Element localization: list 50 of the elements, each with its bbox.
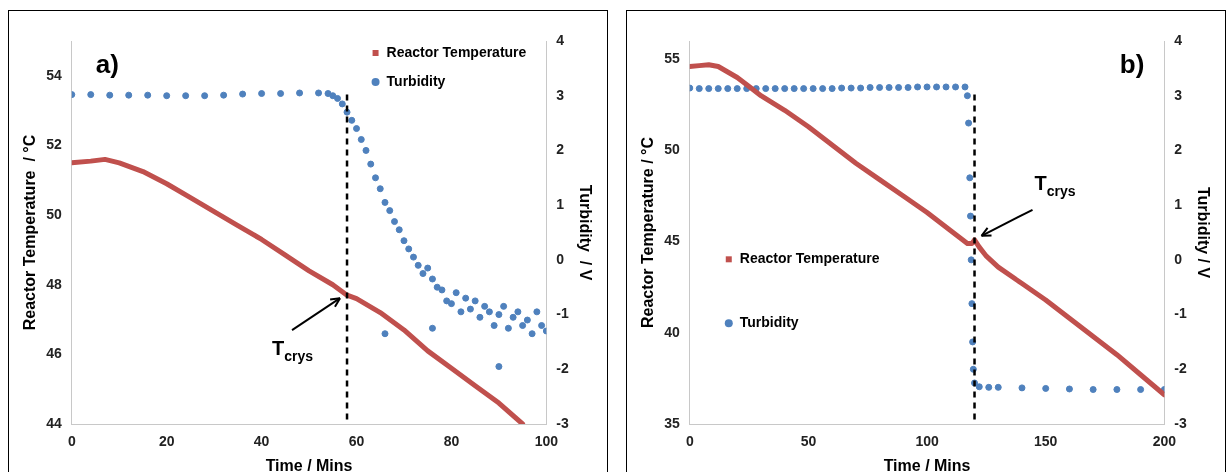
y2-tick-label: -2 (556, 360, 570, 377)
y-axis-title: Reactor Temperature / °C (21, 134, 39, 331)
y2-tick-label: 1 (556, 196, 565, 212)
x-tick-label: 150 (1034, 433, 1058, 450)
y-tick-label: 44 (46, 414, 62, 431)
y2-tick-label: -3 (1174, 414, 1188, 431)
x-tick-label: 50 (800, 433, 817, 450)
x-tick-label: 0 (67, 433, 76, 450)
y2-tick-label: 2 (1174, 141, 1183, 158)
y-tick-label: 48 (46, 275, 62, 292)
y2-tick-label: 4 (556, 31, 565, 48)
y2-tick-label: 2 (556, 141, 565, 158)
y2-tick-label: 3 (556, 86, 565, 103)
y2-tick-label: -2 (1174, 360, 1188, 377)
y2-axis-title: Turbidity / V (576, 184, 594, 281)
annotation: b) (1119, 49, 1145, 79)
y-tick-label: 35 (664, 414, 680, 431)
y-tick-label: 52 (46, 136, 62, 153)
y-tick-label: 50 (46, 205, 62, 222)
y2-tick-label: 0 (556, 250, 565, 267)
y2-tick-label: 1 (1174, 196, 1183, 212)
y-tick-label: 46 (46, 345, 62, 362)
y-tick-label: 45 (664, 232, 680, 249)
y-axis-title: Reactor Temperature / °C (639, 136, 657, 329)
x-tick-label: 60 (348, 433, 365, 450)
legend-label: Turbidity (739, 314, 799, 331)
y2-tick-label: -1 (556, 305, 570, 322)
y2-tick-label: -3 (556, 414, 570, 431)
x-axis-title: Time / Mins (265, 456, 353, 472)
x-tick-label: 100 (915, 433, 939, 450)
y2-tick-label: -1 (1174, 305, 1188, 322)
legend-label: Reactor Temperature (739, 250, 880, 267)
annotation: a) (95, 49, 119, 79)
x-tick-label: 80 (443, 433, 460, 450)
x-tick-label: 20 (158, 433, 175, 450)
y-tick-label: 55 (664, 50, 680, 67)
legend-label: Reactor Temperature (386, 43, 527, 60)
y2-tick-label: 0 (1174, 250, 1183, 267)
y-tick-label: 54 (46, 66, 62, 83)
x-tick-label: 200 (1152, 433, 1177, 450)
x-tick-label: 40 (253, 433, 270, 450)
x-tick-label: 100 (534, 433, 559, 450)
y-tick-label: 50 (664, 141, 680, 158)
x-axis-title: Time / Mins (883, 456, 971, 472)
y2-axis-title: Turbidity / V (1194, 186, 1212, 279)
x-tick-label: 0 (685, 433, 694, 450)
legend-label: Turbidity (386, 72, 446, 89)
y2-tick-label: 4 (1174, 31, 1183, 48)
y-tick-label: 40 (664, 323, 680, 340)
y2-tick-label: 3 (1174, 86, 1183, 103)
